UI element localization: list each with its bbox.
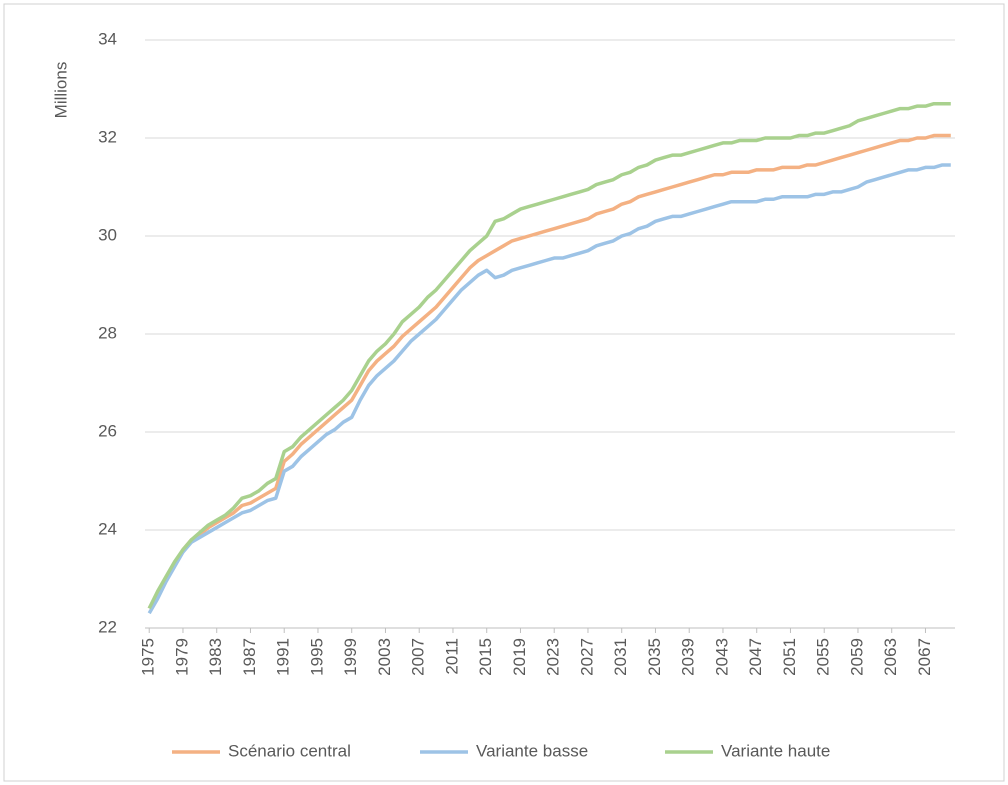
y-tick-label: 24: [98, 519, 117, 538]
x-tick-label: 1987: [240, 638, 259, 676]
legend-label: Variante basse: [476, 741, 588, 760]
x-tick-label: 2051: [780, 638, 799, 676]
y-tick-label: 32: [98, 127, 117, 146]
y-tick-label: 34: [98, 29, 117, 48]
x-tick-label: 2055: [814, 638, 833, 676]
x-tick-label: 2043: [712, 638, 731, 676]
legend-label: Scénario central: [228, 741, 351, 760]
x-tick-label: 1999: [341, 638, 360, 676]
x-tick-label: 2015: [476, 638, 495, 676]
line-series: [147, 163, 951, 615]
x-tick-label: 2023: [544, 638, 563, 676]
line-series: [147, 101, 951, 610]
legend-label: Variante haute: [721, 741, 830, 760]
y-axis-label: Millions: [51, 62, 70, 119]
x-tick-label: 2031: [611, 638, 630, 676]
x-tick-label: 2059: [847, 638, 866, 676]
x-tick-label: 2067: [915, 638, 934, 676]
x-tick-label: 2047: [746, 638, 765, 676]
y-tick-label: 28: [98, 323, 117, 342]
y-tick-label: 22: [98, 617, 117, 636]
x-tick-label: 2039: [679, 638, 698, 676]
chart-border: [3, 3, 1005, 782]
y-tick-label: 26: [98, 421, 117, 440]
x-tick-label: 1975: [139, 638, 158, 676]
x-tick-label: 2027: [577, 638, 596, 676]
x-tick-label: 1995: [307, 638, 326, 676]
y-tick-label: 30: [98, 225, 117, 244]
x-tick-label: 2011: [442, 638, 461, 675]
x-tick-label: 1979: [172, 638, 191, 676]
x-tick-label: 1991: [274, 638, 293, 676]
x-tick-label: 2007: [409, 638, 428, 676]
x-tick-label: 1983: [206, 638, 225, 676]
x-tick-label: 2019: [510, 638, 529, 676]
x-tick-label: 2063: [881, 638, 900, 676]
line-series: [147, 133, 951, 610]
x-tick-label: 2003: [375, 638, 394, 676]
x-tick-label: 2035: [645, 638, 664, 676]
